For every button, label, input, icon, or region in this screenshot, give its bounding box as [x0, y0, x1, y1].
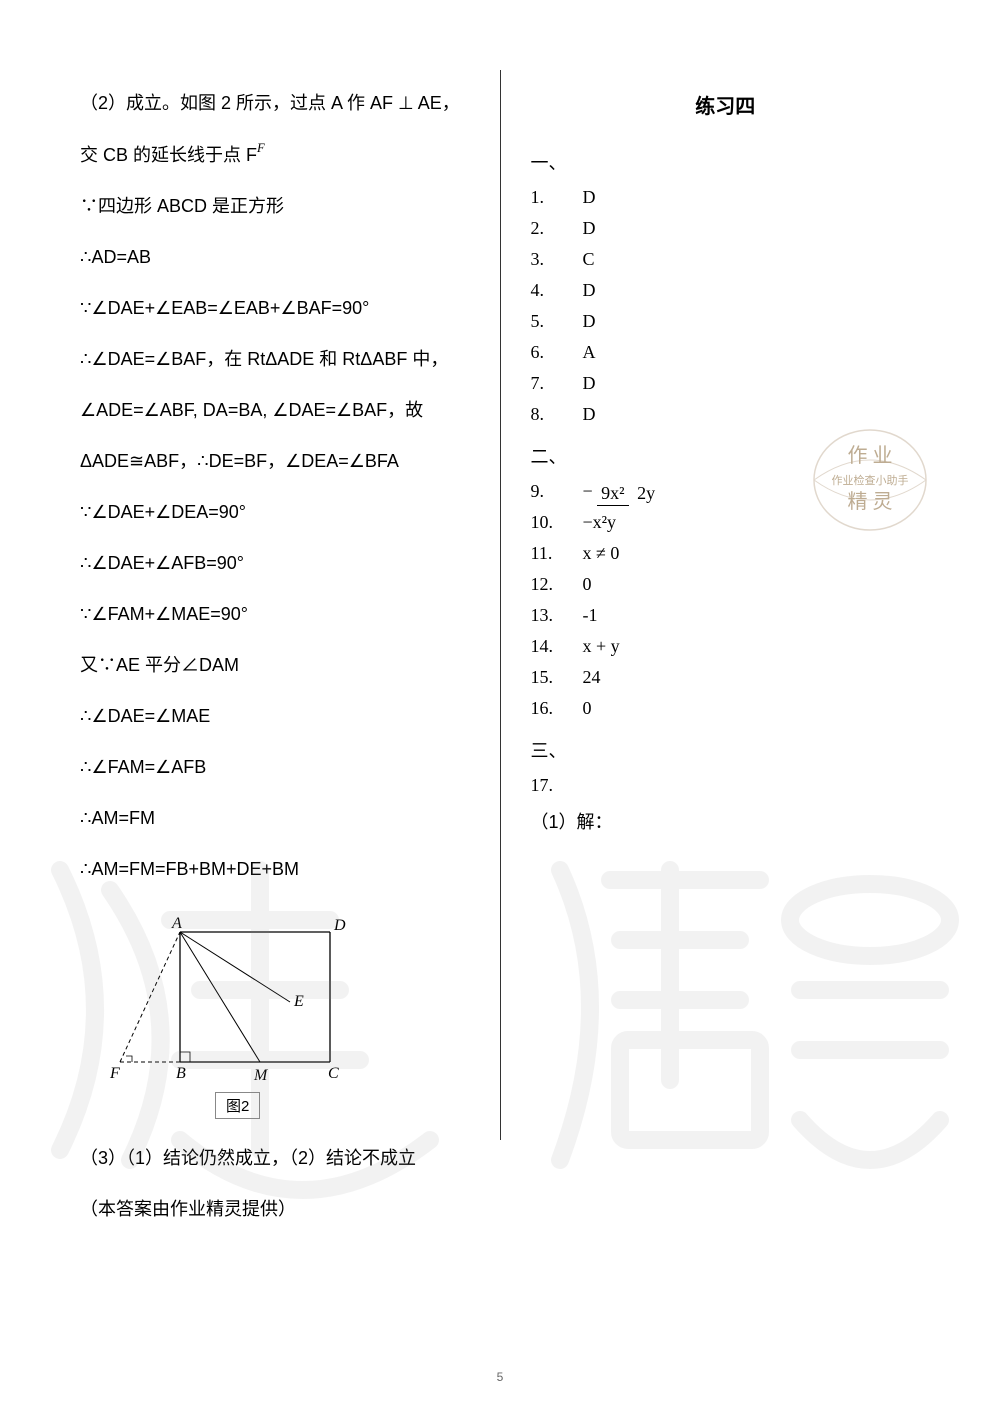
q-num: 10. [531, 512, 559, 533]
mc-row: 1. D [531, 187, 921, 208]
q-num: 12. [531, 574, 559, 595]
label-M: M [253, 1067, 269, 1084]
section-3-marker: 三、 [531, 737, 921, 763]
svg-text:作业检查小助手: 作业检查小助手 [832, 473, 909, 487]
page: （2）成立。如图 2 所示，过点 A 作 AF ⊥ AE， 交 CB 的延长线于… [0, 0, 1000, 1414]
proof-line: ∴AM=FM=FB+BM+DE+BM [80, 856, 470, 883]
label-C: C [328, 1065, 339, 1082]
geometry-figure-2: A D E F B M C 图2 [100, 907, 380, 1117]
mc-row: 3. C [531, 249, 921, 270]
q-ans: D [583, 373, 596, 394]
q-ans: D [583, 404, 596, 425]
conclusion-line: （3）（1）结论仍然成立，（2）结论不成立 [80, 1145, 470, 1172]
q-ans: D [583, 187, 596, 208]
mc-row: 5. D [531, 311, 921, 332]
q-num: 6. [531, 342, 559, 363]
q17-sub: （1）解： [531, 808, 921, 834]
proof-line: ∵∠DAE+∠DEA=90° [80, 499, 470, 526]
svg-text:精 灵: 精 灵 [848, 490, 893, 513]
proof-line: ΔADE≅ABF，∴DE=BF，∠DEA=∠BFA [80, 448, 470, 475]
q17-row: 17. [531, 775, 921, 796]
q-num: 3. [531, 249, 559, 270]
mc-row: 6. A [531, 342, 921, 363]
fill-row: 16.0 [531, 698, 921, 719]
q-num: 11. [531, 543, 559, 564]
q-ans: D [583, 311, 596, 332]
svg-text:作 业: 作 业 [848, 444, 893, 467]
q-ans: −x²y [583, 512, 617, 533]
page-number: 5 [497, 1370, 504, 1384]
q-num: 5. [531, 311, 559, 332]
exercise-title: 练习四 [531, 90, 921, 119]
q-ans: − 9x² 2y [583, 481, 660, 502]
q-num: 15. [531, 667, 559, 688]
q-ans: 0 [583, 698, 592, 719]
left-column: （2）成立。如图 2 所示，过点 A 作 AF ⊥ AE， 交 CB 的延长线于… [80, 90, 470, 1140]
label-E: E [293, 993, 304, 1010]
proof-line: ∴AD=AB [80, 244, 470, 271]
proof-line: ∠ADE=∠ABF, DA=BA, ∠DAE=∠BAF，故 [80, 397, 470, 424]
q-ans: 0 [583, 574, 592, 595]
label-D: D [333, 917, 346, 934]
proof-line: ∵∠FAM+∠MAE=90° [80, 601, 470, 628]
mc-row: 7. D [531, 373, 921, 394]
proof-line: ∵∠DAE+∠EAB=∠EAB+∠BAF=90° [80, 295, 470, 322]
figure-caption: 图2 [215, 1092, 260, 1119]
q-ans: A [583, 342, 596, 363]
label-F: F [109, 1065, 120, 1082]
q-ans: x ≠ 0 [583, 543, 620, 564]
label-B: B [176, 1065, 186, 1082]
fill-row: 15.24 [531, 667, 921, 688]
mc-row: 4. D [531, 280, 921, 301]
credit-line: （本答案由作业精灵提供） [80, 1196, 470, 1223]
column-divider [500, 70, 501, 1140]
proof-line: ∵四边形 ABCD 是正方形 [80, 193, 470, 220]
fill-row: 12.0 [531, 574, 921, 595]
fill-row: 11. x ≠ 0 [531, 543, 921, 564]
right-column: 练习四 一、 1.D 2.D 3.C 4.D 5.D 6.A 7.D 8.D 二… [531, 90, 921, 1140]
q-num: 9. [531, 481, 559, 502]
label-A: A [171, 915, 182, 932]
q-ans: C [583, 249, 595, 270]
small-f-superscript: F [257, 141, 265, 155]
proof-line: 交 CB 的延长线于点 FF [80, 141, 470, 169]
q-num: 4. [531, 280, 559, 301]
q-ans: D [583, 280, 596, 301]
homework-stamp: 作 业 作业检查小助手 精 灵 [810, 420, 930, 540]
proof-line: ∴∠DAE+∠AFB=90° [80, 550, 470, 577]
proof-line: ∴∠DAE=∠BAF，在 RtΔADE 和 RtΔABF 中， [80, 346, 470, 373]
fill-row: 13. -1 [531, 605, 921, 626]
q-ans: D [583, 218, 596, 239]
proof-line: ∴AM=FM [80, 805, 470, 832]
two-column-layout: （2）成立。如图 2 所示，过点 A 作 AF ⊥ AE， 交 CB 的延长线于… [80, 90, 920, 1140]
proof-line: 又∵AE 平分∠DAM [80, 652, 470, 679]
q-num: 16. [531, 698, 559, 719]
section-1-marker: 一、 [531, 149, 921, 175]
q-ans: x + y [583, 636, 620, 657]
proof-line: （2）成立。如图 2 所示，过点 A 作 AF ⊥ AE， [80, 90, 470, 117]
q-ans: 24 [583, 667, 601, 688]
proof-line: ∴∠DAE=∠MAE [80, 703, 470, 730]
q-num: 1. [531, 187, 559, 208]
mc-row: 2. D [531, 218, 921, 239]
q-num: 14. [531, 636, 559, 657]
q-num: 17. [531, 775, 559, 796]
proof-line: ∴∠FAM=∠AFB [80, 754, 470, 781]
q-num: 8. [531, 404, 559, 425]
q-ans: -1 [583, 605, 598, 626]
q-num: 7. [531, 373, 559, 394]
q-num: 2. [531, 218, 559, 239]
q-num: 13. [531, 605, 559, 626]
fill-row: 14. x + y [531, 636, 921, 657]
